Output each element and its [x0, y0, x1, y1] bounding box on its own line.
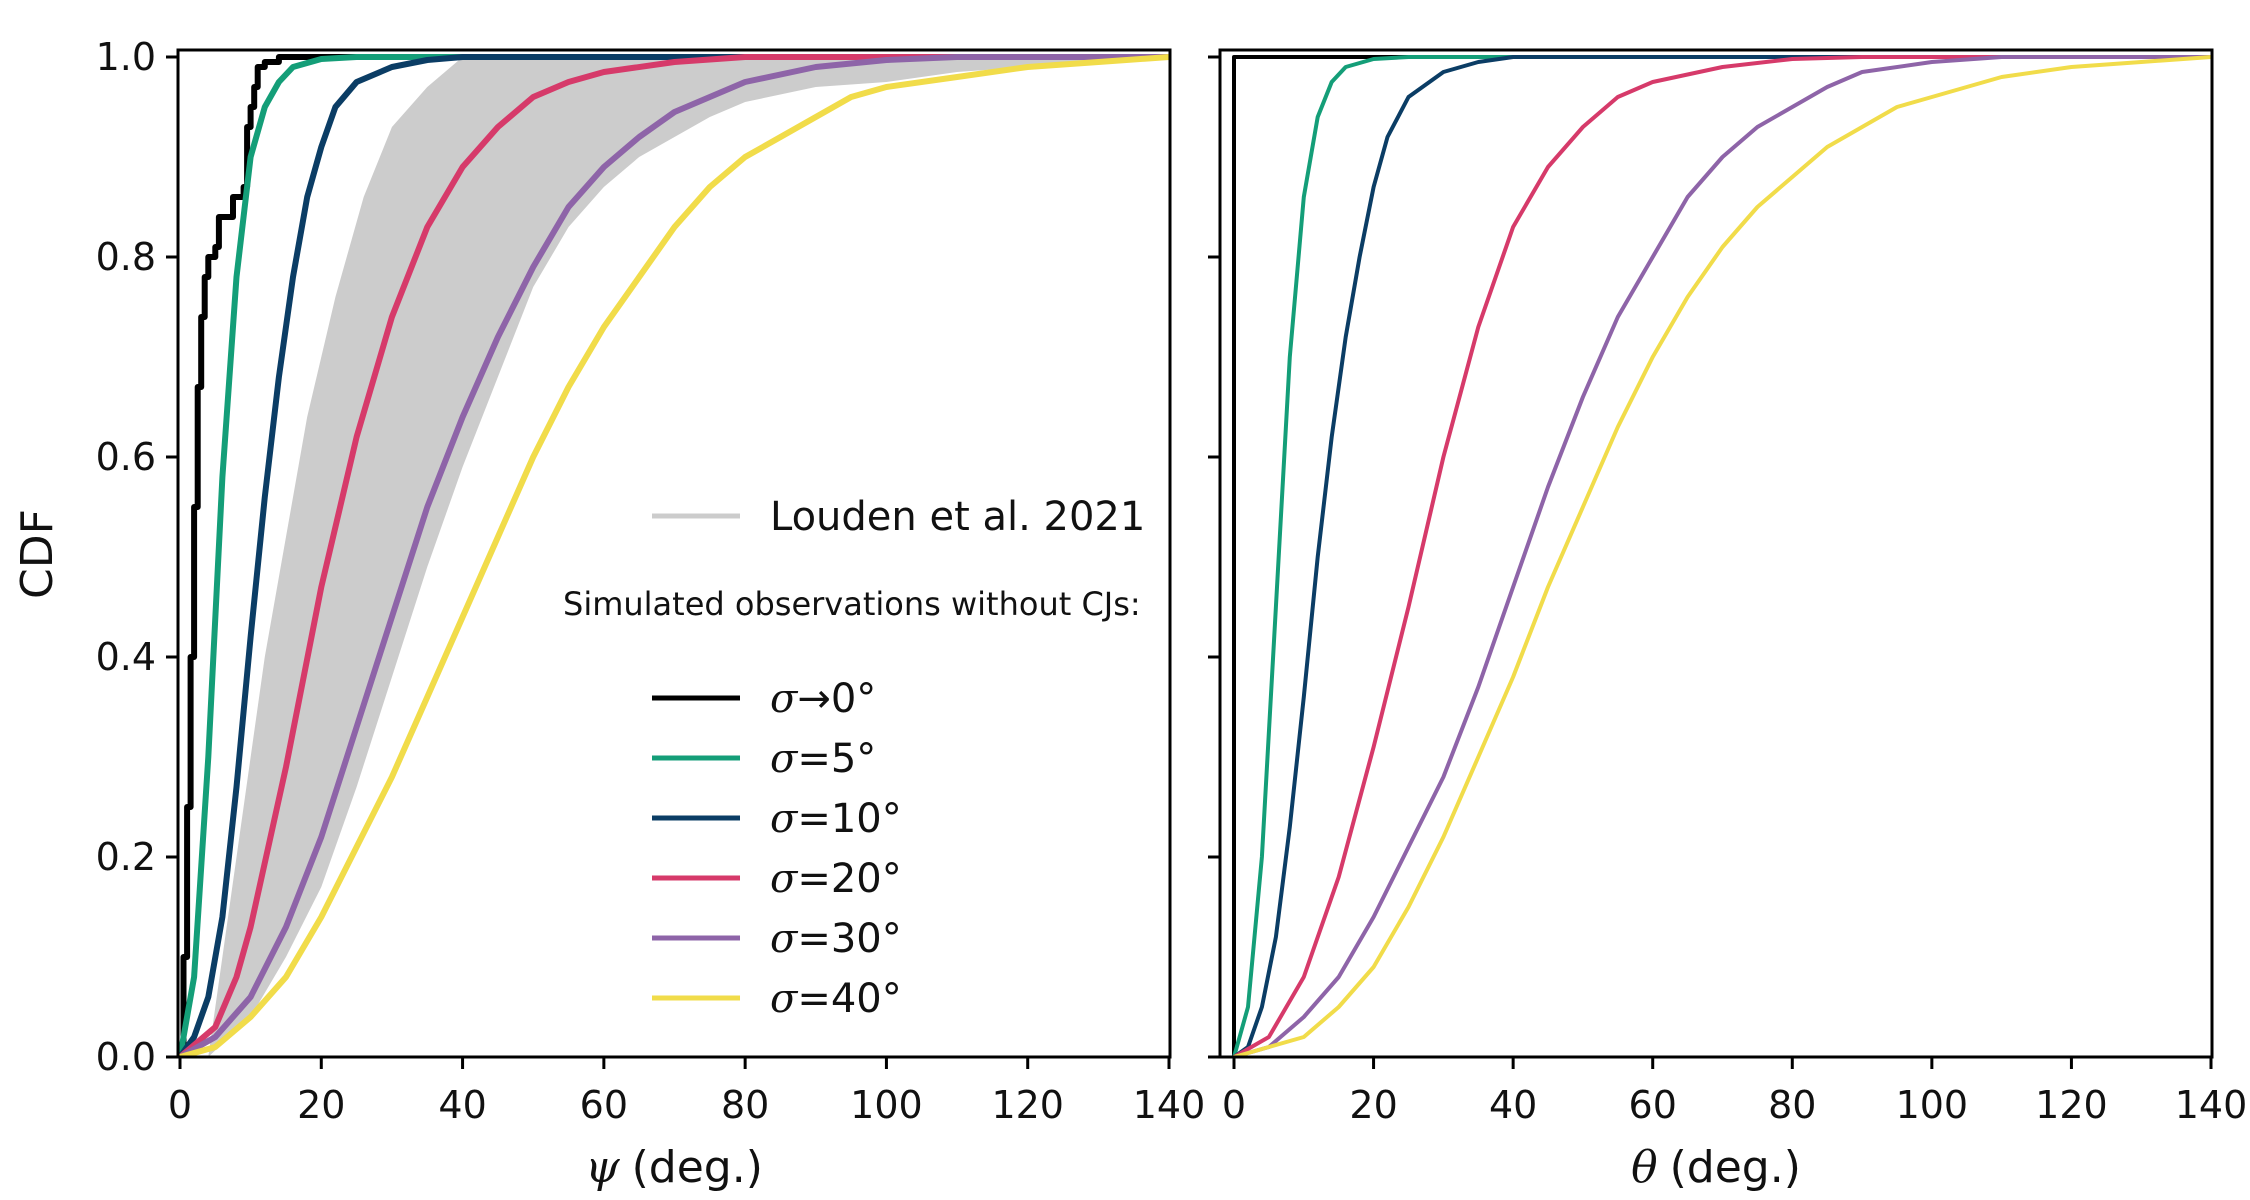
left-series-line-0: [180, 54, 1169, 1057]
left-series-line-1: [178, 54, 1169, 1057]
left-series-line-2: [178, 54, 1169, 1057]
left-x-axis-label: ψ (deg.): [585, 1142, 763, 1193]
x-tick-label: 140: [2175, 1083, 2248, 1127]
louden-band-area: [208, 57, 1169, 1057]
legend: Louden et al. 2021 Simulated observation…: [563, 494, 1145, 1022]
legend-label-louden: Louden et al. 2021: [770, 494, 1145, 540]
legend-label-2: σ=10°: [770, 796, 902, 842]
left-plot-frame: [176, 48, 1172, 1059]
x-tick-label: 60: [1629, 1083, 1677, 1127]
x-tick-label: 40: [1489, 1083, 1537, 1127]
left-series-group: [178, 54, 1170, 1057]
legend-label-1: σ=5°: [770, 736, 876, 782]
legend-label-4: σ=30°: [770, 916, 902, 962]
x-tick-label: 120: [2035, 1083, 2108, 1127]
x-tick-label: 140: [1133, 1083, 1206, 1127]
y-tick-label: 0.6: [96, 435, 156, 479]
x-tick-label: 80: [721, 1083, 769, 1127]
right-x-ticks: 0 20 40 60 80 100 120 140: [1222, 1057, 2247, 1127]
x-tick-label: 100: [1896, 1083, 1969, 1127]
x-tick-label: 20: [297, 1083, 345, 1127]
right-plot-frame: [1218, 48, 2214, 1059]
y-tick-label: 0.4: [96, 635, 156, 679]
y-tick-label: 0.8: [96, 235, 156, 279]
left-y-ticks: 0.0 0.2 0.4 0.6 0.8 1.0: [96, 35, 178, 1079]
y-tick-label: 1.0: [96, 35, 156, 79]
left-panel: 0 20 40 60 80 100 120 140 0.0 0.2 0.4 0.6 0.8 1.0 CD…: [12, 35, 1205, 1193]
right-panel: 0 20 40 60 80 100 120 140 θ (deg.): [1208, 48, 2247, 1193]
right-series-line-1: [1232, 55, 2211, 1057]
legend-subtitle: Simulated observations without CJs:: [563, 585, 1141, 623]
y-tick-label: 0.2: [96, 835, 156, 879]
louden-band: [208, 57, 1169, 1057]
x-tick-label: 40: [438, 1083, 486, 1127]
right-series-line-4: [1233, 55, 2211, 1057]
legend-label-3: σ=20°: [770, 856, 902, 902]
x-tick-label: 0: [1222, 1083, 1246, 1127]
right-series-line-2: [1232, 55, 2211, 1057]
left-y-axis-label: CDF: [12, 509, 63, 599]
x-tick-label: 0: [168, 1083, 192, 1127]
right-series-group: [1232, 55, 2212, 1057]
y-tick-label: 0.0: [96, 1035, 156, 1079]
legend-label-0: σ→0°: [770, 676, 876, 722]
right-series-line-3: [1233, 55, 2211, 1057]
left-series-line-4: [178, 54, 1169, 1057]
x-tick-label: 100: [850, 1083, 923, 1127]
left-series-line-3: [178, 54, 1169, 1057]
left-x-ticks: 0 20 40 60 80 100 120 140: [168, 1057, 1205, 1127]
x-tick-label: 80: [1768, 1083, 1816, 1127]
legend-label-5: σ=40°: [770, 976, 902, 1022]
x-tick-label: 20: [1349, 1083, 1397, 1127]
x-tick-label: 120: [991, 1083, 1064, 1127]
right-y-ticks: [1208, 55, 1220, 1059]
legend-entries: σ→0° σ=5° σ=10° σ=20° σ=30° σ=40°: [652, 676, 902, 1022]
right-x-axis-label: θ (deg.): [1631, 1142, 1801, 1193]
right-series-line-5: [1233, 55, 2212, 1057]
x-tick-label: 60: [580, 1083, 628, 1127]
left-series-line-5: [179, 54, 1170, 1057]
